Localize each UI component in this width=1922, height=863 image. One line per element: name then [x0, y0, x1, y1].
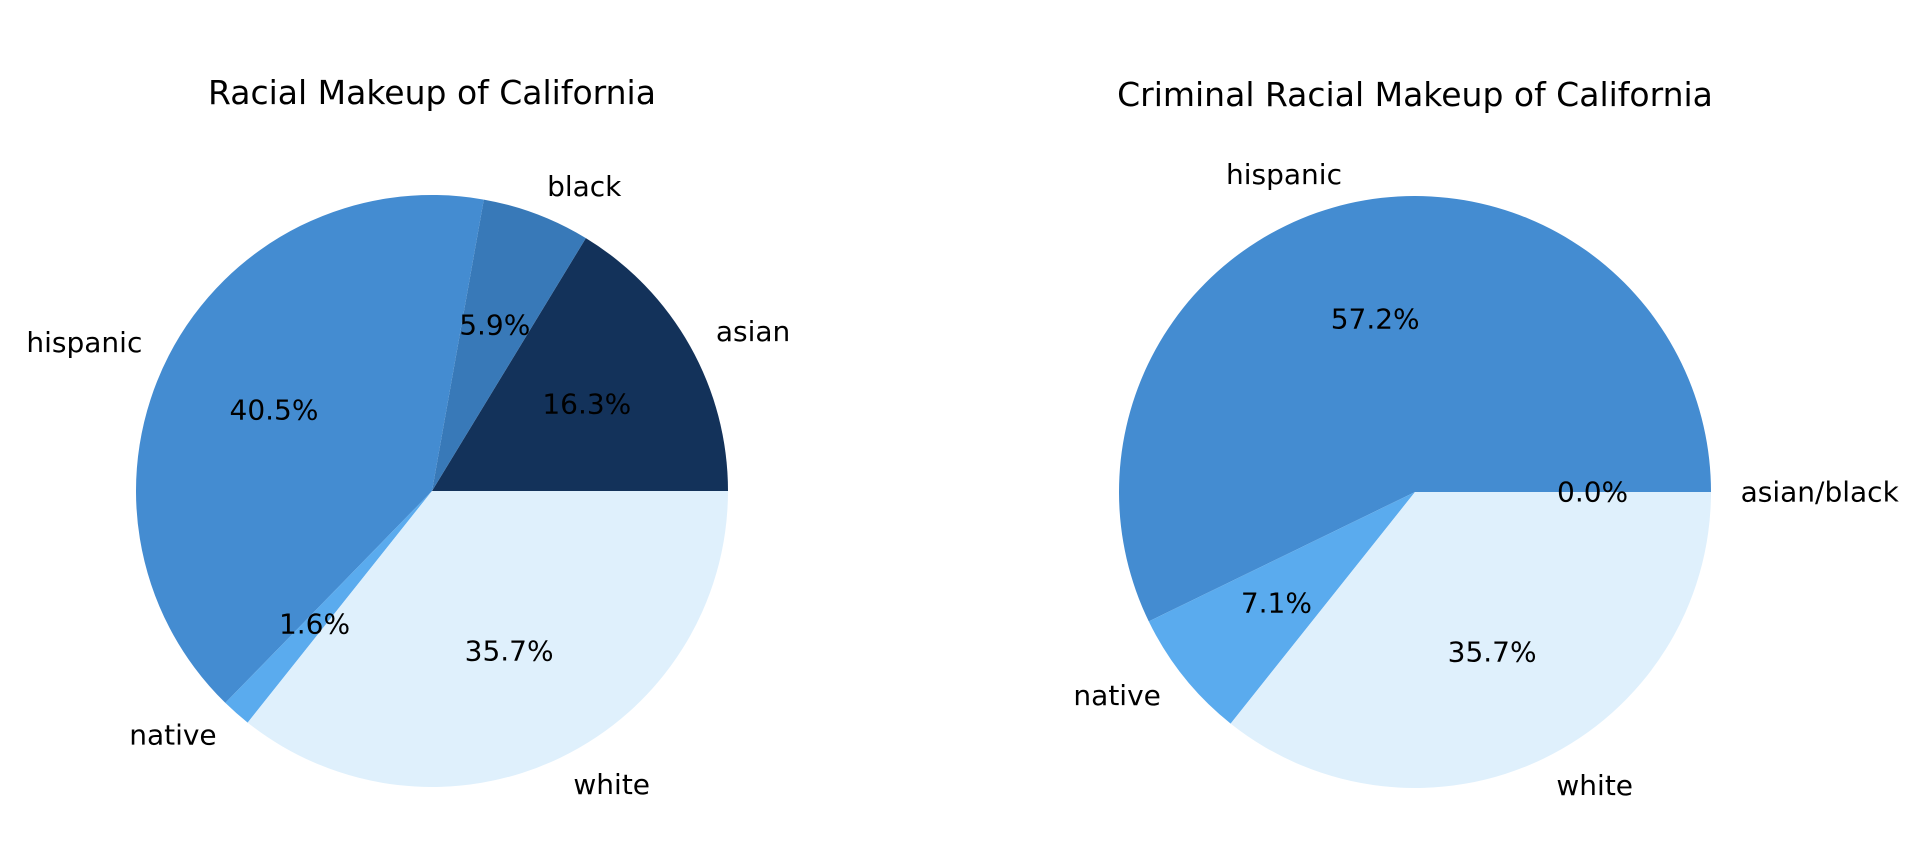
pie-chart-racial-makeup: Racial Makeup of California asian 16.3% bl…: [26, 73, 790, 801]
slice-pct-hispanic: 57.2%: [1331, 302, 1420, 335]
pie-slice-black: [432, 199, 586, 491]
pie-slice-white: [1230, 492, 1711, 788]
slice-label-hispanic: hispanic: [1226, 158, 1342, 191]
pie-slice-asian: [432, 238, 728, 491]
pie-labels: asian/black 0.0% hispanic 57.2% native 7.1% wh…: [1073, 158, 1899, 802]
slice-pct-native: 7.1%: [1241, 587, 1312, 620]
pie-slice-white: [247, 491, 728, 787]
slice-pct-asian: 16.3%: [542, 387, 631, 420]
slice-pct-black: 5.9%: [459, 308, 530, 341]
chart-title: Racial Makeup of California: [208, 73, 656, 112]
pie-slice-hispanic: [135, 194, 484, 703]
slice-pct-hispanic: 40.5%: [230, 393, 319, 426]
pie-slice-hispanic: [1119, 196, 1711, 622]
slice-pct-white: 35.7%: [465, 634, 554, 667]
slice-label-black: black: [547, 170, 622, 203]
pie-slices: [135, 194, 728, 787]
slice-label-native: native: [129, 719, 216, 752]
pie-chart-criminal-racial-makeup: Criminal Racial Makeup of California asi…: [1073, 75, 1899, 802]
slice-label-asian-black: asian/black: [1741, 476, 1900, 509]
slice-pct-white: 35.7%: [1448, 635, 1537, 668]
slice-label-asian: asian: [716, 315, 790, 348]
slice-label-white: white: [1556, 769, 1633, 802]
pie-slice-native: [225, 491, 432, 723]
slice-pct-native: 1.6%: [279, 608, 350, 641]
pie-labels: asian 16.3% black 5.9% hispanic 40.5% native 1.…: [26, 170, 790, 801]
slice-pct-asian-black: 0.0%: [1557, 476, 1628, 509]
pie-slice-native: [1148, 492, 1415, 724]
slice-label-hispanic: hispanic: [26, 326, 142, 359]
chart-title: Criminal Racial Makeup of California: [1117, 75, 1713, 114]
pie-slices: [1119, 196, 1711, 788]
slice-label-native: native: [1073, 679, 1160, 712]
slice-label-white: white: [573, 768, 650, 801]
